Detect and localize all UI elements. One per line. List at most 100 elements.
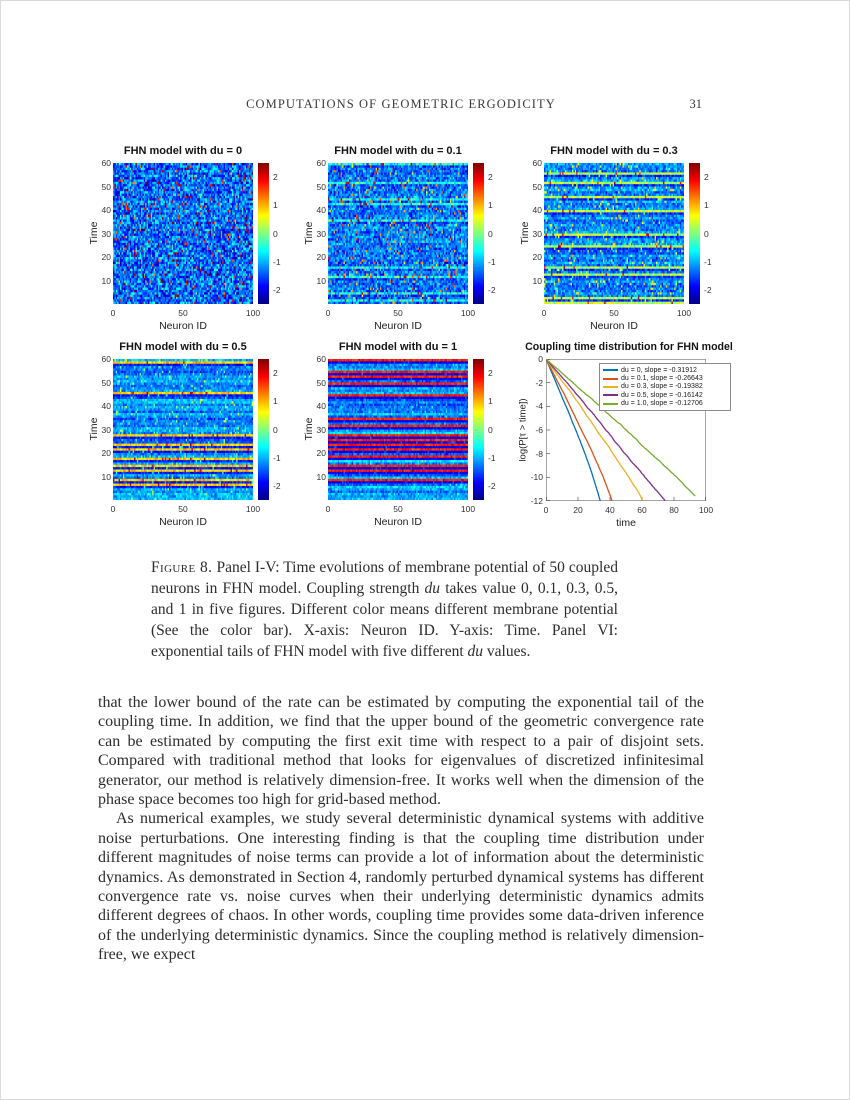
colorbar-tick-label: -2: [704, 284, 712, 295]
legend-label: du = 0.5, slope = -0.16142: [621, 391, 703, 399]
colorbar-gradient: [473, 359, 484, 500]
heatmap-canvas: [113, 163, 253, 304]
y-tick-label: 60: [101, 158, 111, 168]
x-tick-label: 100: [698, 505, 714, 515]
y-tick-label: 30: [532, 228, 542, 239]
colorbar-tick-label: -1: [273, 256, 281, 267]
legend-entry: du = 0.3, slope = -0.19382: [603, 383, 727, 391]
y-tick-label: 30: [101, 424, 111, 435]
panel-title: FHN model with du = 0.5: [119, 341, 247, 353]
y-tick-label: 60: [316, 354, 326, 364]
colorbar-tick-label: 1: [488, 396, 493, 407]
y-tick-label: -8: [535, 448, 543, 459]
x-tick-label: 80: [669, 505, 679, 515]
body-paragraph-2: As numerical examples, we study several …: [98, 810, 704, 964]
x-tick-label: 20: [573, 505, 583, 515]
legend-label: du = 0.3, slope = -0.19382: [621, 383, 703, 391]
x-tick-label: 50: [178, 504, 188, 514]
colorbar-tick-label: 1: [488, 200, 493, 211]
y-tick-label: 30: [101, 228, 111, 239]
colorbar-tick-label: 0: [704, 228, 709, 239]
y-tick-label: 10: [316, 471, 326, 482]
colorbar-tick-label: 2: [488, 368, 493, 379]
colorbar-gradient: [689, 163, 700, 304]
figure-panel-du-0.1: FHN model with du = 0.1 Time Neuron ID 6…: [301, 141, 533, 341]
colorbar-tick-label: 0: [273, 424, 278, 435]
panel-title: FHN model with du = 0.3: [550, 145, 678, 157]
x-tick-label: 0: [543, 505, 549, 515]
x-axis-label: Neuron ID: [159, 516, 207, 528]
caption-segment: du: [424, 580, 441, 597]
x-axis-label: time: [616, 517, 636, 529]
colorbar-tick-label: 0: [488, 424, 493, 435]
figure-panel-du-0.5: FHN model with du = 0.5 Time Neuron ID 6…: [86, 337, 318, 537]
x-tick-label: 0: [325, 308, 331, 318]
y-tick-label: 40: [532, 205, 542, 215]
y-tick-label: 50: [532, 181, 542, 192]
x-tick-label: 100: [460, 308, 476, 318]
x-tick-label: 60: [637, 505, 647, 515]
heatmap-canvas: [328, 359, 468, 500]
colorbar-tick-label: 2: [273, 172, 278, 183]
caption-segment: du: [467, 643, 484, 660]
colorbar-tick-label: -2: [273, 480, 281, 491]
y-tick-label: 60: [101, 354, 111, 364]
legend-label: du = 1.0, slope = -0.12706: [621, 400, 703, 408]
y-tick-label: 60: [316, 158, 326, 168]
colorbar-tick-label: 1: [273, 396, 278, 407]
legend-entry: du = 0.1, slope = -0.26643: [603, 374, 727, 382]
legend-line-swatch: [603, 369, 618, 372]
x-axis-label: Neuron ID: [159, 320, 207, 332]
body-paragraph-1: that the lower bound of the rate can be …: [98, 694, 704, 809]
figure-panel-du-0.3: FHN model with du = 0.3 Time Neuron ID 6…: [517, 141, 749, 341]
x-tick-label: 50: [609, 308, 619, 318]
x-tick-label: 50: [393, 308, 403, 318]
y-tick-label: 10: [532, 275, 542, 286]
colorbar-tick-label: 2: [704, 172, 709, 183]
colorbar-tick-label: -2: [273, 284, 281, 295]
y-tick-label: 40: [101, 205, 111, 215]
x-axis-label: Neuron ID: [374, 320, 422, 332]
y-tick-label: -2: [535, 377, 543, 388]
y-tick-label: 50: [101, 181, 111, 192]
x-tick-label: 50: [393, 504, 403, 514]
legend-label: du = 0.1, slope = -0.26643: [621, 375, 703, 383]
legend-label: du = 0, slope = -0.31912: [621, 366, 697, 374]
y-tick-label: 20: [532, 252, 542, 262]
colorbar-tick-label: 1: [273, 200, 278, 211]
y-tick-label: 60: [532, 158, 542, 168]
colorbar-gradient: [258, 163, 269, 304]
x-tick-label: 0: [110, 504, 116, 514]
y-tick-label: 20: [316, 448, 326, 458]
caption-segment: values.: [483, 643, 531, 660]
figure-panel-coupling-time: Coupling time distribution for FHN model…: [517, 337, 749, 537]
x-tick-label: 100: [676, 308, 692, 318]
page-number: 31: [689, 97, 703, 111]
colorbar-tick-label: 0: [273, 228, 278, 239]
y-tick-label: -4: [535, 401, 543, 412]
colorbar-tick-label: -2: [488, 480, 496, 491]
y-tick-label: 20: [101, 448, 111, 458]
y-tick-label: 20: [316, 252, 326, 262]
y-tick-label: 20: [101, 252, 111, 262]
x-tick-label: 100: [245, 308, 261, 318]
x-tick-label: 40: [605, 505, 615, 515]
legend-box: du = 0, slope = -0.31912 du = 0.1, slope …: [599, 363, 731, 411]
x-tick-label: 50: [178, 308, 188, 318]
y-tick-label: -10: [530, 472, 543, 483]
figure-caption: Figure 8. Panel I-V: Time evolutions of …: [151, 557, 618, 662]
x-tick-label: 100: [245, 504, 261, 514]
legend-line-swatch: [603, 385, 618, 388]
heatmap-canvas: [544, 163, 684, 304]
y-tick-label: 30: [316, 228, 326, 239]
y-tick-label: 30: [316, 424, 326, 435]
y-tick-label: -12: [530, 496, 543, 506]
panel-title: FHN model with du = 1: [338, 341, 458, 353]
colorbar-tick-label: -1: [704, 256, 712, 267]
y-tick-label: 0: [538, 354, 543, 364]
heatmap-canvas: [113, 359, 253, 500]
body-text: that the lower bound of the rate can be …: [98, 693, 704, 965]
x-axis-label: Neuron ID: [374, 516, 422, 528]
caption-segment: Panel I-V: Time evolutions of membrane p…: [151, 559, 618, 597]
